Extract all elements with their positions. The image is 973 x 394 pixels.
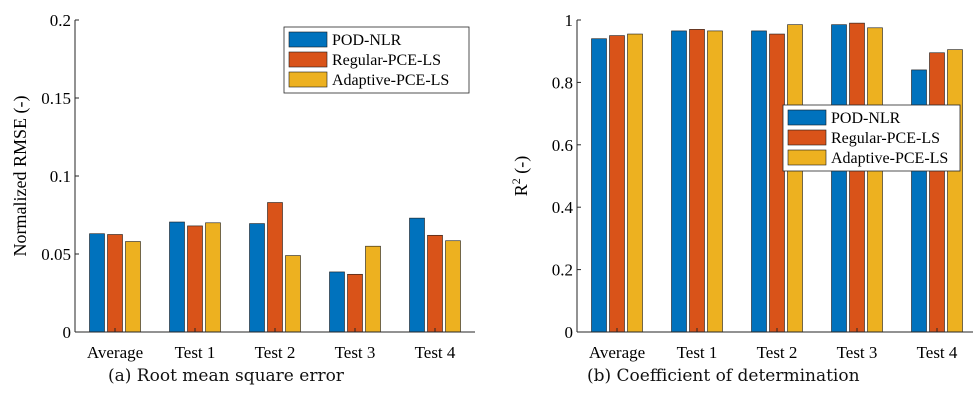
x-tick-label: Average [589, 343, 645, 362]
x-tick-label: Test 3 [837, 343, 878, 362]
legend-label: Adaptive-PCE-LS [831, 150, 948, 167]
x-tick-label: Test 3 [335, 343, 376, 362]
bar [929, 52, 945, 333]
bar [409, 217, 425, 333]
bar [169, 221, 185, 333]
bar [671, 30, 687, 333]
y-axis-label: Normalized RMSE (-) [10, 96, 31, 257]
legend-label: POD-NLR [332, 32, 402, 49]
bar [125, 241, 141, 333]
y-tick-label: 0.6 [552, 136, 573, 155]
caption-a: (a) Root mean square error [108, 366, 344, 386]
bar [627, 33, 643, 333]
x-tick-label: Test 4 [415, 343, 456, 362]
y-tick-label: 0.05 [41, 245, 71, 264]
legend-label: Adaptive-PCE-LS [332, 72, 449, 89]
y-axis-label-superscript: 2 [509, 178, 523, 184]
bar [187, 225, 203, 333]
bar [267, 202, 283, 333]
legend-label: Regular-PCE-LS [332, 52, 441, 69]
x-tick-label: Test 2 [255, 343, 296, 362]
y-tick-label: 0.2 [50, 11, 71, 30]
legend-swatch [288, 71, 328, 88]
y-axis-label-text: R [511, 184, 531, 196]
y-tick-label: 0.8 [552, 73, 573, 92]
bar [249, 223, 265, 333]
y-tick-label: 0 [63, 323, 72, 342]
bar [751, 30, 767, 333]
y-tick-label: 0.4 [552, 198, 574, 217]
caption-b: (b) Coefficient of determination [587, 366, 860, 386]
bar [849, 22, 865, 333]
bar [347, 273, 363, 333]
chart-r2: 0 0.2 0.4 0.6 0.8 1 Average Test 1 Test 2 Test 3 T… [509, 11, 973, 362]
x-tick-label: Test 2 [757, 343, 798, 362]
bar [831, 24, 847, 333]
bar [609, 35, 625, 333]
y-axis-label-text: Normalized RMSE (-) [10, 96, 31, 257]
bar [689, 29, 705, 333]
y-tick-label: 0.2 [552, 261, 573, 280]
bar [365, 245, 381, 333]
bar [707, 30, 723, 333]
legend-label: POD-NLR [831, 110, 901, 127]
bar [285, 255, 301, 333]
bar [787, 24, 803, 333]
legend-swatch [288, 51, 328, 68]
x-tick-label: Test 1 [175, 343, 216, 362]
bar [445, 240, 461, 333]
bar [89, 233, 105, 333]
x-tick-label: Test 1 [677, 343, 718, 362]
bar [867, 27, 883, 333]
x-tick-label: Test 4 [917, 343, 958, 362]
y-tick-label: 0.15 [41, 89, 71, 108]
legend-swatch [787, 109, 827, 126]
y-axis-label-unit: (-) [511, 156, 532, 178]
bar [329, 271, 345, 333]
y-axis-label: R2 (-) [509, 156, 532, 197]
bar [769, 33, 785, 333]
y-tick-label: 1 [565, 11, 574, 30]
legend-label: Regular-PCE-LS [831, 130, 940, 147]
legend-swatch [288, 31, 328, 48]
bar [427, 234, 443, 333]
legend-swatch [787, 149, 827, 166]
y-tick-label: 0 [565, 323, 574, 342]
bar [591, 38, 607, 333]
x-tick-label: Average [87, 343, 143, 362]
y-tick-label: 0.1 [50, 167, 71, 186]
bar [947, 49, 963, 333]
bar [205, 222, 221, 333]
bar [107, 234, 123, 333]
chart-rmse: 0 0.05 0.1 0.15 0.2 Average Test 1 Test 2 Test 3… [10, 11, 475, 362]
legend-swatch [787, 129, 827, 146]
